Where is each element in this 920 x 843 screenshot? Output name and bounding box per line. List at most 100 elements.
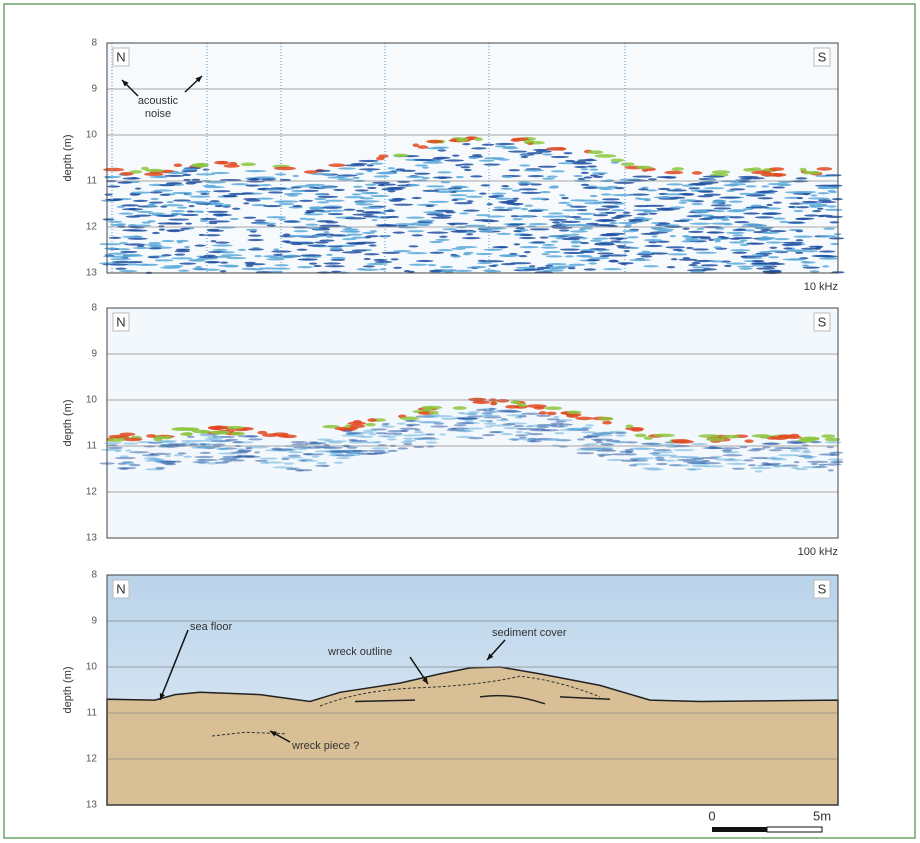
arrow-head [270, 731, 277, 737]
echo [602, 201, 623, 204]
echo [742, 207, 754, 211]
echo [566, 204, 573, 207]
echo [548, 212, 564, 215]
echo [630, 428, 644, 432]
echo [552, 437, 560, 441]
echo [726, 210, 745, 213]
echo [594, 208, 611, 211]
echo [482, 260, 505, 263]
echo [790, 449, 801, 452]
echo [127, 224, 137, 227]
echo [184, 432, 193, 436]
echo [160, 205, 168, 208]
echo [186, 435, 195, 438]
corner-label: S [818, 49, 827, 64]
echo [360, 191, 379, 195]
echo [601, 448, 614, 451]
echo [305, 183, 326, 187]
echo [625, 424, 634, 429]
echo [198, 233, 205, 237]
echo [599, 224, 616, 227]
echo [546, 411, 557, 416]
echo [800, 261, 811, 264]
echo [452, 269, 473, 272]
echo [685, 468, 703, 471]
echo [173, 199, 191, 202]
echo [354, 189, 369, 192]
echo [110, 258, 132, 261]
echo [180, 213, 199, 217]
echo [107, 198, 123, 201]
echo [610, 240, 622, 243]
echo [274, 200, 288, 203]
echo [215, 255, 232, 258]
echo [129, 451, 150, 454]
echo [297, 258, 318, 261]
echo [529, 440, 543, 443]
echo [262, 433, 279, 437]
echo [496, 419, 510, 422]
echo [369, 230, 378, 233]
echo [692, 248, 709, 251]
echo [140, 166, 150, 171]
echo [714, 227, 725, 230]
echo [399, 427, 418, 430]
echo [739, 192, 753, 195]
echo [500, 433, 514, 436]
echo [324, 439, 334, 443]
echo [128, 207, 138, 211]
echo [362, 265, 376, 268]
echo [743, 168, 756, 172]
echo [819, 250, 836, 253]
echo [185, 427, 200, 432]
echo [466, 200, 474, 203]
echo [177, 452, 187, 455]
echo [769, 246, 778, 249]
echo [589, 168, 599, 171]
echo [111, 260, 134, 264]
echo [282, 462, 295, 465]
echo [691, 171, 703, 175]
echo [671, 167, 685, 171]
echo [782, 258, 805, 261]
echo [258, 267, 279, 270]
corner-box [813, 579, 831, 599]
echo [420, 420, 442, 424]
echo [224, 438, 239, 441]
echo [337, 178, 354, 181]
echo [432, 146, 450, 149]
echo [708, 216, 726, 219]
echo [678, 192, 695, 196]
echo [755, 267, 776, 270]
echo [665, 246, 686, 249]
echo [427, 264, 437, 267]
echo [520, 191, 542, 194]
echo [342, 228, 359, 231]
echo [597, 218, 615, 222]
echo [463, 168, 472, 172]
echo [110, 263, 129, 266]
echo [156, 214, 176, 217]
echo [587, 165, 598, 168]
echo [244, 455, 261, 458]
echo [546, 263, 568, 266]
echo [518, 183, 530, 186]
echo [691, 202, 704, 206]
echo [386, 438, 397, 441]
echo [774, 446, 792, 450]
echo [475, 252, 493, 256]
echo [577, 177, 586, 181]
echo [502, 423, 516, 426]
echo [643, 239, 663, 242]
echo [363, 257, 371, 261]
echo [488, 264, 498, 268]
echo [281, 457, 290, 461]
echo [220, 254, 243, 257]
echo [591, 433, 604, 437]
echo [171, 427, 190, 431]
echo [167, 229, 181, 233]
echo [461, 412, 478, 415]
echo [376, 224, 399, 227]
echo [718, 447, 741, 450]
echo [346, 446, 358, 449]
